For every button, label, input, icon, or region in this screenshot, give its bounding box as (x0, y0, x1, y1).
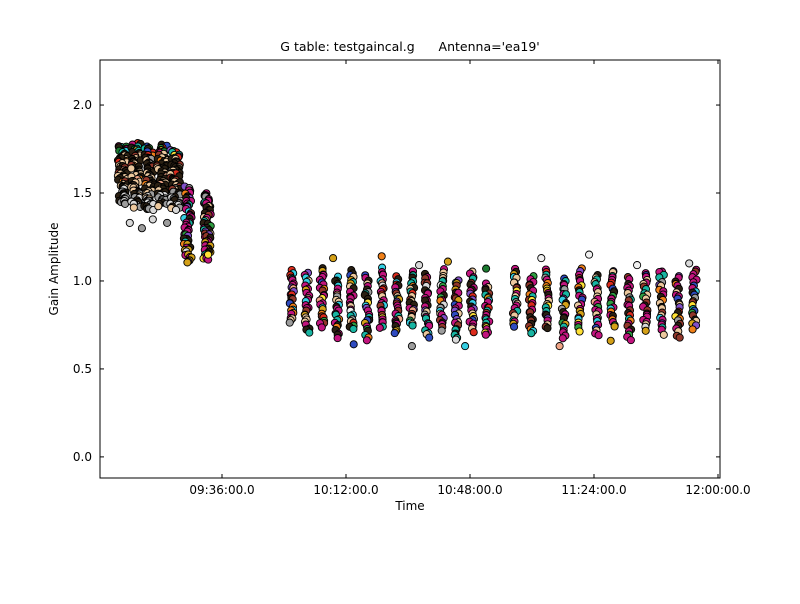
gain-point (408, 321, 417, 330)
gain-point (329, 254, 338, 263)
gain-point (349, 324, 358, 334)
gain-point (543, 324, 552, 333)
gain-point (129, 203, 138, 212)
x-tick-label: 12:00:00.0 (685, 483, 750, 497)
gain-point (555, 342, 564, 351)
gain-point (415, 261, 424, 270)
gain-point (461, 342, 470, 351)
y-tick-label: 1.5 (73, 186, 92, 200)
gain-point (685, 259, 694, 268)
gain-point (688, 325, 697, 334)
plot-title: G table: testgaincal.g Antenna='ea19' (280, 39, 539, 54)
gain-point (575, 327, 584, 336)
gain-point (148, 215, 157, 224)
y-tick-label: 0.0 (73, 450, 92, 464)
gain-point (154, 202, 163, 211)
gain-point (137, 224, 146, 233)
gain-point (163, 218, 172, 227)
gain-point (377, 252, 386, 261)
gain-point (510, 322, 519, 331)
gain-point (375, 323, 384, 332)
y-axis-label: Gain Amplitude (47, 223, 61, 316)
gain-point (204, 250, 213, 259)
y-tick-label: 0.5 (73, 362, 92, 376)
gain-point (610, 322, 619, 331)
gain-point (675, 333, 684, 342)
gain-point (333, 334, 342, 343)
gain-point (317, 323, 326, 332)
gain-point (425, 333, 434, 342)
gain-point (585, 250, 594, 259)
x-tick-label: 10:48:00.0 (437, 483, 502, 497)
gain-point (482, 264, 491, 273)
gain-point (641, 326, 650, 335)
gain-point (349, 340, 358, 349)
gain-point (125, 218, 134, 227)
gain-point (659, 330, 668, 339)
gain-point (437, 326, 446, 335)
x-tick-label: 11:24:00.0 (561, 483, 626, 497)
gain-point (558, 334, 567, 343)
gain-point (469, 328, 478, 337)
gain-point (171, 205, 181, 214)
gain-point (362, 336, 371, 345)
gain-point (626, 336, 635, 345)
gain-point (305, 328, 314, 337)
x-tick-label: 09:36:00.0 (189, 483, 254, 497)
axis-ticks: 09:36:00.0 10:12:00.0 10:48:00.0 11:24:00.0… (73, 60, 751, 497)
y-tick-label: 1.0 (73, 274, 92, 288)
gain-point (451, 335, 460, 344)
gain-point (633, 261, 642, 270)
gain-point (285, 318, 294, 327)
gain-point (606, 336, 615, 345)
scatter-points (113, 139, 701, 351)
gain-point (127, 164, 136, 173)
y-tick-label: 2.0 (73, 98, 92, 112)
x-axis-label: Time (394, 499, 424, 513)
gain-point (183, 258, 192, 267)
gain-point (527, 329, 536, 338)
x-tick-label: 10:12:00.0 (313, 483, 378, 497)
gain-point (481, 330, 490, 339)
gain-point (443, 257, 452, 266)
gain-point (537, 254, 546, 263)
gain-point (594, 331, 603, 340)
gain-point (407, 342, 416, 351)
gain-point (390, 329, 399, 338)
